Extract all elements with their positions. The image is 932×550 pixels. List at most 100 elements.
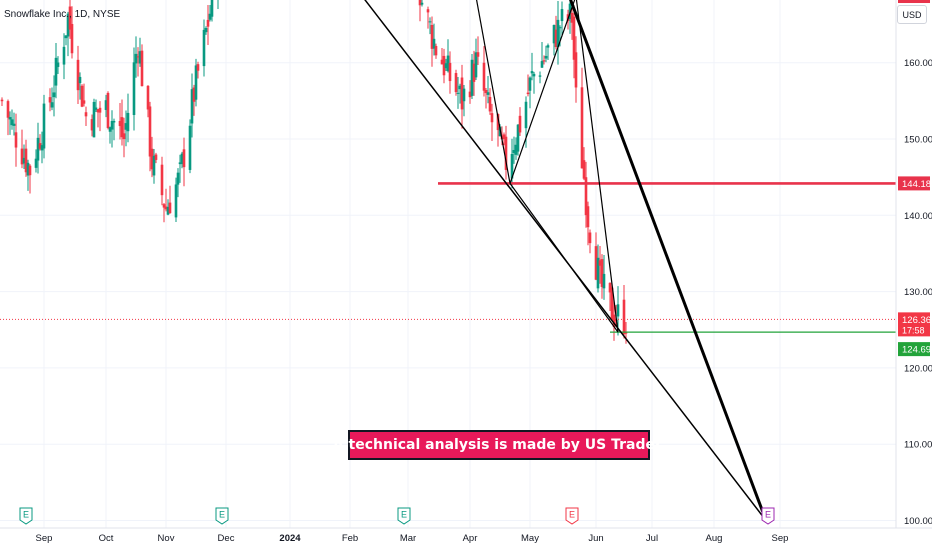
earnings-flag[interactable] xyxy=(565,507,579,525)
candle-body xyxy=(202,29,206,67)
candle-body xyxy=(166,206,170,215)
candle-body xyxy=(518,115,522,133)
horizontal-levels[interactable] xyxy=(0,0,896,333)
candle-body xyxy=(188,125,192,170)
level-price-label: 144.18 xyxy=(902,179,931,190)
candle-body xyxy=(66,13,70,37)
candle-body xyxy=(434,46,438,56)
candle-body xyxy=(612,314,616,328)
time-axis[interactable]: Sep Oct Nov Dec 2024 Feb Mar Apr May Jun Jul Aug Sep xyxy=(0,527,932,550)
candle-body xyxy=(462,88,466,102)
candle-body xyxy=(162,204,166,208)
price-axis-bg xyxy=(896,0,932,550)
candle-body xyxy=(148,106,152,157)
candle-body xyxy=(496,114,500,131)
candle-body xyxy=(530,71,534,74)
candle-body xyxy=(204,27,208,33)
candle-body xyxy=(122,133,126,140)
candle-body xyxy=(482,62,486,91)
candle-body xyxy=(454,73,458,93)
candle-body xyxy=(570,12,574,23)
price-tick-label: 150.00 xyxy=(904,135,932,146)
candle-body xyxy=(582,160,586,179)
time-tick-label: Feb xyxy=(342,533,358,544)
candles xyxy=(0,0,628,344)
candle-body xyxy=(594,246,598,280)
candle-body xyxy=(192,87,196,102)
earnings-label: E xyxy=(23,510,29,520)
candle-body xyxy=(92,101,96,138)
candle-body xyxy=(196,64,200,71)
candle-body xyxy=(440,59,444,65)
candle-body xyxy=(426,9,430,13)
candle-body xyxy=(484,89,488,94)
earnings-flag[interactable] xyxy=(19,507,33,525)
candle-body xyxy=(152,155,156,176)
level-price-tag xyxy=(898,0,930,4)
candle-body xyxy=(600,259,604,287)
candle-body xyxy=(84,112,88,117)
earnings-flag[interactable] xyxy=(397,507,411,525)
price-tick-label: 120.00 xyxy=(904,363,932,374)
time-tick-label: Sep xyxy=(772,533,789,544)
trendline[interactable] xyxy=(575,0,619,333)
price-axis[interactable]: 100.00 110.00 120.00 130.00 140.00 150.00 160.… xyxy=(895,0,932,550)
candle-body xyxy=(474,52,478,78)
support-price-label: 124.69 xyxy=(902,345,931,356)
candle-body xyxy=(448,62,452,82)
candle-body xyxy=(136,56,140,58)
candle-body xyxy=(42,103,46,149)
price-tick-label: 100.00 xyxy=(904,516,932,527)
candle-body xyxy=(558,27,562,29)
candle-body xyxy=(26,162,30,176)
symbol-legend[interactable]: Snowflake Inc., 1D, NYSE xyxy=(4,9,121,20)
candle-body xyxy=(194,65,198,100)
trendline[interactable] xyxy=(2,0,767,521)
candle-body xyxy=(432,38,436,49)
candle-body xyxy=(6,101,10,118)
candle-body xyxy=(476,52,480,57)
candle-body xyxy=(442,55,446,76)
trendline[interactable] xyxy=(388,0,511,184)
candle-body xyxy=(106,92,110,129)
currency-button[interactable]: USD xyxy=(897,5,927,24)
candle-body xyxy=(486,92,490,95)
candle-body xyxy=(90,119,94,131)
candle-body xyxy=(154,154,158,160)
candle-body xyxy=(178,162,182,165)
candle-body xyxy=(544,55,548,59)
candle-body xyxy=(472,63,476,82)
candle-body xyxy=(456,92,460,94)
earnings-label: E xyxy=(401,510,407,520)
candle-body xyxy=(54,57,58,86)
candle-body xyxy=(208,13,212,20)
candle-body xyxy=(120,117,124,138)
time-tick-label: May xyxy=(521,533,539,544)
candle-body xyxy=(580,87,584,169)
candle-body xyxy=(516,124,520,152)
candle-body xyxy=(112,120,116,123)
candle-body xyxy=(70,24,74,54)
trendlines[interactable] xyxy=(2,0,768,522)
candle-body xyxy=(10,119,14,126)
earnings-flag[interactable] xyxy=(761,507,775,525)
trendline[interactable] xyxy=(388,0,768,522)
candle-body xyxy=(160,164,164,196)
candle-body xyxy=(552,25,556,44)
candle-body xyxy=(540,61,544,68)
trendline[interactable] xyxy=(509,183,619,333)
time-tick-label: Nov xyxy=(158,533,175,544)
time-tick-label: Jun xyxy=(588,533,603,544)
candle-body xyxy=(82,100,86,104)
earnings-flag[interactable] xyxy=(215,507,229,525)
candle-body xyxy=(110,120,114,130)
candle-body xyxy=(602,273,606,289)
candle-body xyxy=(94,107,98,110)
candle-body xyxy=(504,136,508,170)
trendline[interactable] xyxy=(509,0,576,184)
candle-body xyxy=(174,184,178,218)
candle-body xyxy=(36,137,40,161)
price-tick-label: 110.00 xyxy=(904,440,932,451)
